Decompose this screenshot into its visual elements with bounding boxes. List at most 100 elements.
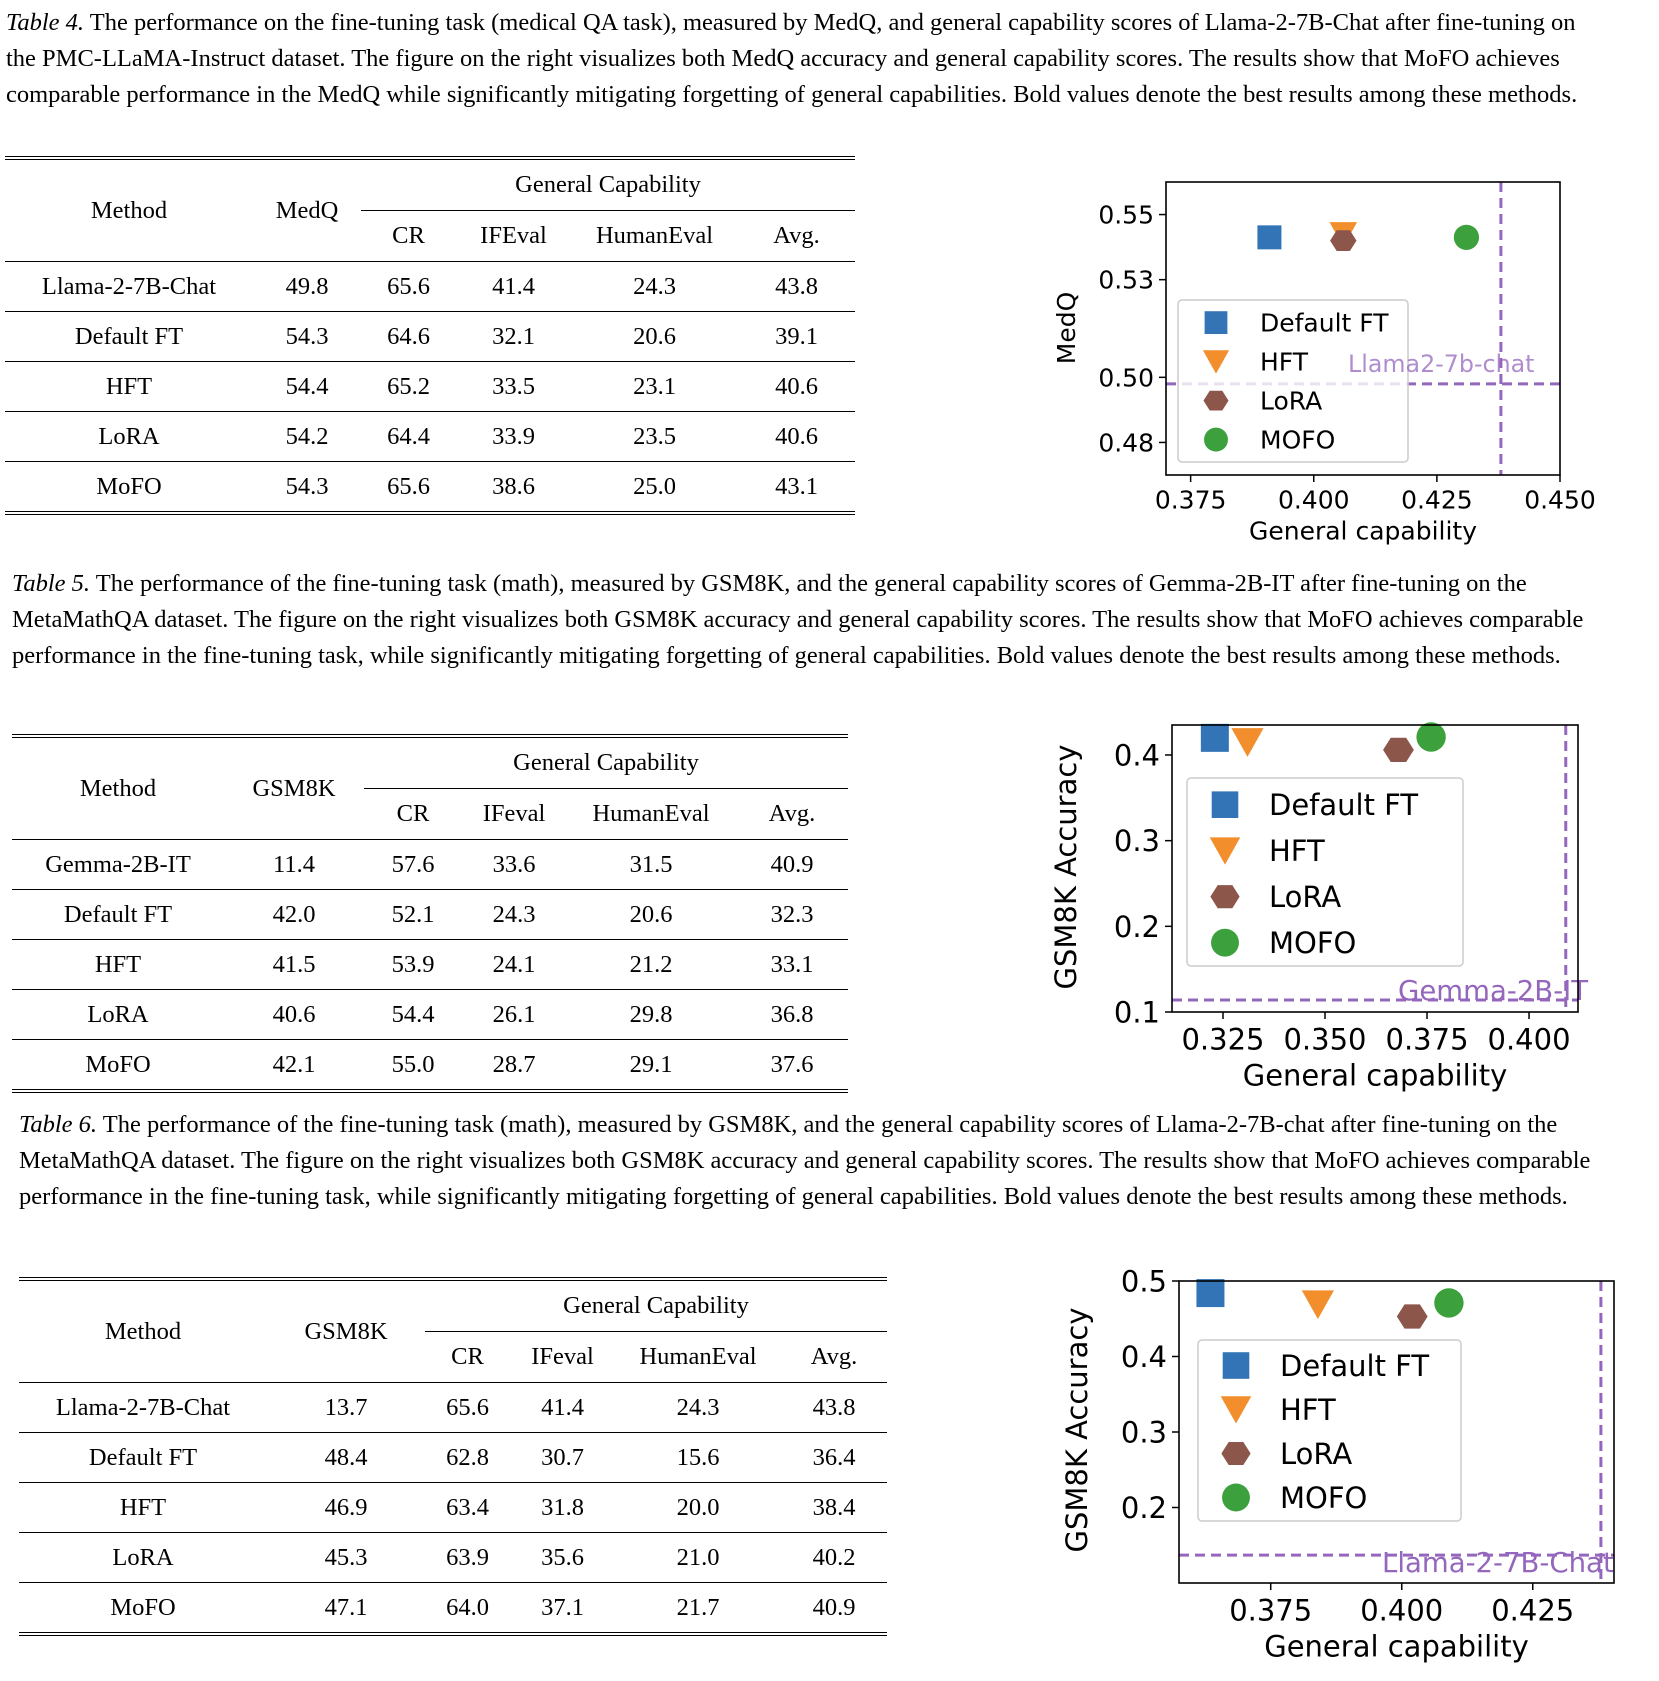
y-tick-label: 0.4 [1121,1340,1167,1374]
cell: 54.2 [253,411,361,462]
data-point [1301,1290,1334,1320]
cell: 40.6 [738,411,855,462]
cell: 37.6 [736,1039,848,1091]
table-row: LoRA 40.6 54.4 26.1 29.8 36.8 [12,989,848,1040]
cell: 42.0 [224,889,364,940]
col-header-general-capability: General Capability [361,160,855,211]
row-method: Default FT [5,311,253,362]
legend-label: MOFO [1280,1481,1367,1515]
data-point [1330,230,1357,251]
table-row: MoFO 47.1 64.0 37.1 21.7 40.9 [19,1582,887,1634]
cell: 33.6 [462,839,566,890]
cell: 42.1 [224,1039,364,1091]
table5: Method GSM8K General Capability CR IFeva… [12,734,848,1095]
cell: 13.7 [267,1382,425,1433]
cell: 21.7 [615,1582,781,1634]
table6-caption-text: The performance of the fine-tuning task … [19,1111,1591,1210]
cell: 11.4 [224,839,364,890]
row-method: MoFO [19,1582,267,1634]
table-row: Default FT 48.4 62.8 30.7 15.6 36.4 [19,1432,887,1483]
x-axis-label: General capability [1264,1630,1529,1664]
y-tick-label: 0.53 [1098,266,1154,295]
y-axis-label: GSM8K Accuracy [1060,1308,1094,1553]
cell: 21.2 [566,939,736,990]
table-row: HFT 41.5 53.9 24.1 21.2 33.1 [12,939,848,990]
data-point [1200,723,1229,752]
cell: 30.7 [510,1432,615,1483]
legend-label: Default FT [1260,309,1389,338]
col-header-ifeval: IFEval [480,222,547,249]
row-method: LoRA [19,1532,267,1583]
cell: 49.8 [253,261,361,312]
table4: Method MedQ General Capability CR IFEval… [5,156,855,517]
table-row: MoFO 54.3 65.6 38.6 25.0 43.1 [5,461,855,513]
reference-label: Gemma-2B-IT [1398,975,1588,1007]
cell: 31.8 [510,1482,615,1533]
cell: 20.6 [571,311,738,362]
reference-label: Llama-2-7B-Chat [1382,1547,1614,1579]
y-tick-label: 0.50 [1098,363,1154,392]
cell: 33.5 [456,361,571,412]
cell: 33.1 [736,939,848,990]
legend-marker [1204,311,1228,335]
col-header-general-capability: General Capability [364,738,848,789]
row-method: HFT [12,939,224,990]
cell: 65.6 [361,461,456,513]
cell: 36.4 [781,1432,887,1483]
cell: 48.4 [267,1432,425,1483]
table4-caption-text: The performance on the fine-tuning task … [6,9,1578,108]
cell: 65.6 [425,1382,510,1433]
cell: 32.1 [456,311,571,362]
data-point [1396,1304,1428,1329]
row-method: LoRA [5,411,253,462]
data-point [1196,1279,1225,1308]
cell: 20.6 [566,889,736,940]
col-header-method: Method [104,1317,182,1345]
cell: 40.6 [738,361,855,412]
y-tick-label: 0.3 [1114,824,1160,858]
col-header-general-capability: General Capability [425,1281,887,1332]
row-method: Default FT [19,1432,267,1483]
cell: 41.4 [456,261,571,312]
y-tick-label: 0.2 [1121,1491,1167,1525]
col-header-avg: Avg. [768,800,816,827]
x-axis-label: General capability [1249,517,1477,546]
data-point [1453,224,1480,250]
legend-label: MOFO [1269,926,1356,960]
plot-frame [1165,181,1561,476]
legend-box [1177,299,1409,463]
cell: 53.9 [364,939,462,990]
cell: 40.9 [736,839,848,890]
cell: 29.1 [566,1039,736,1091]
legend-label: MOFO [1260,426,1335,455]
legend-label: Default FT [1280,1349,1429,1383]
row-method: Gemma-2B-IT [12,839,224,890]
table-row: Default FT 42.0 52.1 24.3 20.6 32.3 [12,889,848,940]
legend-marker [1222,1352,1250,1379]
col-header-humaneval: HumanEval [639,1343,757,1370]
legend-label: Default FT [1269,788,1418,822]
cell: 43.8 [738,261,855,312]
row-method: HFT [5,361,253,412]
table5-caption-text: The performance of the fine-tuning task … [12,570,1584,669]
cell: 40.6 [224,989,364,1040]
cell: 24.3 [615,1382,781,1433]
cell: 54.3 [253,311,361,362]
x-axis-label: General capability [1243,1059,1508,1093]
legend-label: LoRA [1280,1437,1352,1471]
cell: 24.3 [462,889,566,940]
table6: Method GSM8K General Capability CR IFeva… [19,1277,887,1638]
cell: 24.1 [462,939,566,990]
cell: 41.5 [224,939,364,990]
row-method: Llama-2-7B-Chat [5,261,253,312]
cell: 54.4 [364,989,462,1040]
data-point [1383,737,1414,762]
cell: 28.7 [462,1039,566,1091]
col-header-humaneval: HumanEval [592,800,710,827]
table-row: Llama-2-7B-Chat 49.8 65.6 41.4 24.3 43.8 [5,261,855,312]
col-header-ifeval: IFeval [482,800,546,827]
x-tick-label: 0.400 [1360,1593,1443,1627]
col-header-cr: CR [451,1343,484,1370]
y-tick-label: 0.5 [1121,1264,1167,1298]
